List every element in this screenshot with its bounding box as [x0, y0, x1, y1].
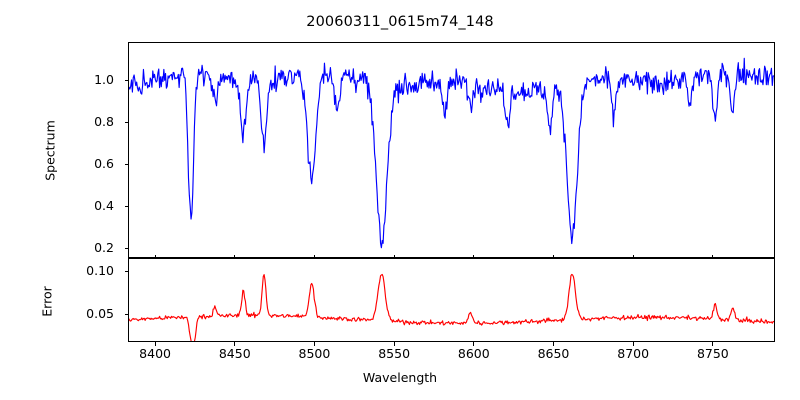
error-trace [129, 273, 774, 341]
x-tick-divider [154, 254, 156, 258]
x-tick-label: 8750 [696, 346, 729, 361]
x-tick-divider [632, 254, 634, 258]
x-tick-label: 8450 [218, 346, 251, 361]
x-tick [154, 342, 156, 346]
spectrum-y-tick-label: 0.8 [94, 114, 114, 130]
figure-title: 20060311_0615m74_148 [306, 14, 494, 30]
x-tick [313, 342, 316, 346]
error-y-axis-title: Error [39, 286, 55, 317]
error-y-tick [124, 314, 128, 316]
spectrum-y-tick-label: 0.4 [94, 198, 114, 214]
x-tick-label: 8650 [537, 346, 570, 361]
error-plot-area [128, 258, 775, 342]
x-tick-divider [473, 254, 475, 258]
x-axis-title: Wavelength [362, 370, 438, 385]
error-y-tick-label: 0.05 [86, 306, 114, 322]
x-tick-label: 8700 [617, 346, 650, 361]
x-tick [393, 342, 395, 346]
x-tick-label: 8400 [139, 346, 171, 361]
x-tick [552, 342, 555, 346]
spectrum-y-tick [124, 206, 128, 208]
spectrum-y-tick-label: 0.2 [94, 240, 114, 256]
spectrum-trace [129, 57, 774, 249]
spectrum-y-tick [124, 164, 128, 166]
spectrum-y-tick [124, 248, 128, 250]
error-y-tick-label: 0.10 [86, 263, 114, 279]
spectrum-y-axis-title: Spectrum [42, 120, 58, 181]
spectrum-plot-area [128, 42, 775, 258]
x-tick-divider [393, 254, 395, 258]
spectrum-y-tick [124, 80, 128, 82]
x-tick-divider [552, 254, 555, 258]
spectrum-y-tick [124, 122, 128, 124]
x-tick [473, 342, 475, 346]
x-tick [234, 342, 236, 346]
x-tick-divider [313, 254, 316, 258]
x-tick [712, 342, 714, 346]
error-y-tick [124, 271, 128, 273]
x-tick [632, 342, 634, 346]
x-tick-label: 8600 [457, 346, 490, 361]
spectrum-y-tick-label: 1.0 [94, 72, 114, 88]
x-tick-label: 8550 [378, 346, 411, 361]
x-tick-divider [712, 254, 714, 258]
x-tick-divider [234, 254, 236, 258]
spectrum-y-tick-label: 0.6 [94, 156, 114, 172]
x-tick-label: 8500 [298, 346, 331, 361]
